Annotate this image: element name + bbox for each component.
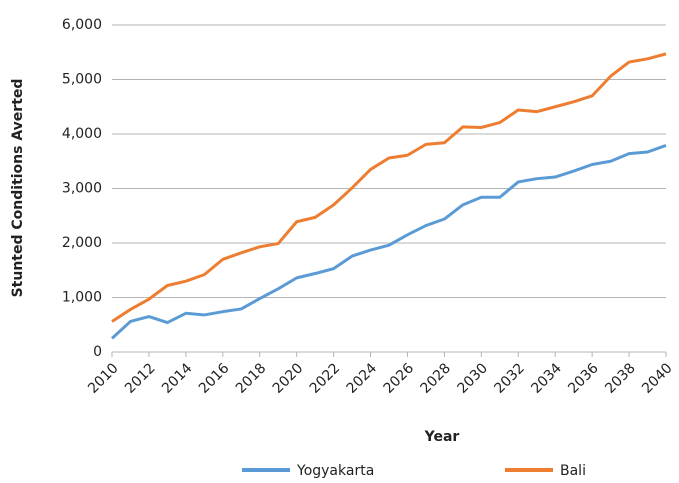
x-tick-label: 2034	[528, 360, 565, 397]
y-tick-label: 0	[93, 344, 102, 360]
x-tick-label: 2032	[491, 360, 528, 397]
x-tick-label: 2024	[344, 360, 381, 397]
x-tick-label: 2018	[233, 360, 270, 397]
x-tick-label: 2014	[159, 360, 196, 397]
y-tick-label: 2,000	[62, 235, 102, 251]
x-tick-label: 2022	[307, 360, 344, 397]
x-axis-title: Year	[424, 429, 460, 445]
series-line	[111, 52, 667, 323]
x-tick-label: 2028	[418, 360, 455, 397]
x-tick-label: 2038	[602, 360, 639, 397]
x-tick-label: 2016	[196, 360, 233, 397]
y-tick-label: 6,000	[62, 17, 102, 33]
x-tick-label: 2012	[122, 360, 159, 397]
x-tick-label: 2010	[85, 360, 122, 397]
y-tick-label: 5,000	[62, 72, 102, 88]
x-tick-label: 2020	[270, 360, 307, 397]
y-axis-title: Stunted Conditions Averted	[10, 79, 26, 298]
y-tick-label: 3,000	[62, 181, 102, 197]
x-tick-label: 2036	[565, 360, 602, 397]
x-tick-label: 2030	[454, 360, 491, 397]
series-line	[110, 144, 667, 340]
y-tick-label: 1,000	[62, 290, 102, 306]
legend-label: Bali	[560, 463, 586, 479]
legend-label: Yogyakarta	[296, 463, 374, 479]
x-tick-label: 2040	[639, 360, 676, 397]
y-tick-label: 4,000	[62, 126, 102, 142]
x-tick-label: 2026	[381, 360, 418, 397]
